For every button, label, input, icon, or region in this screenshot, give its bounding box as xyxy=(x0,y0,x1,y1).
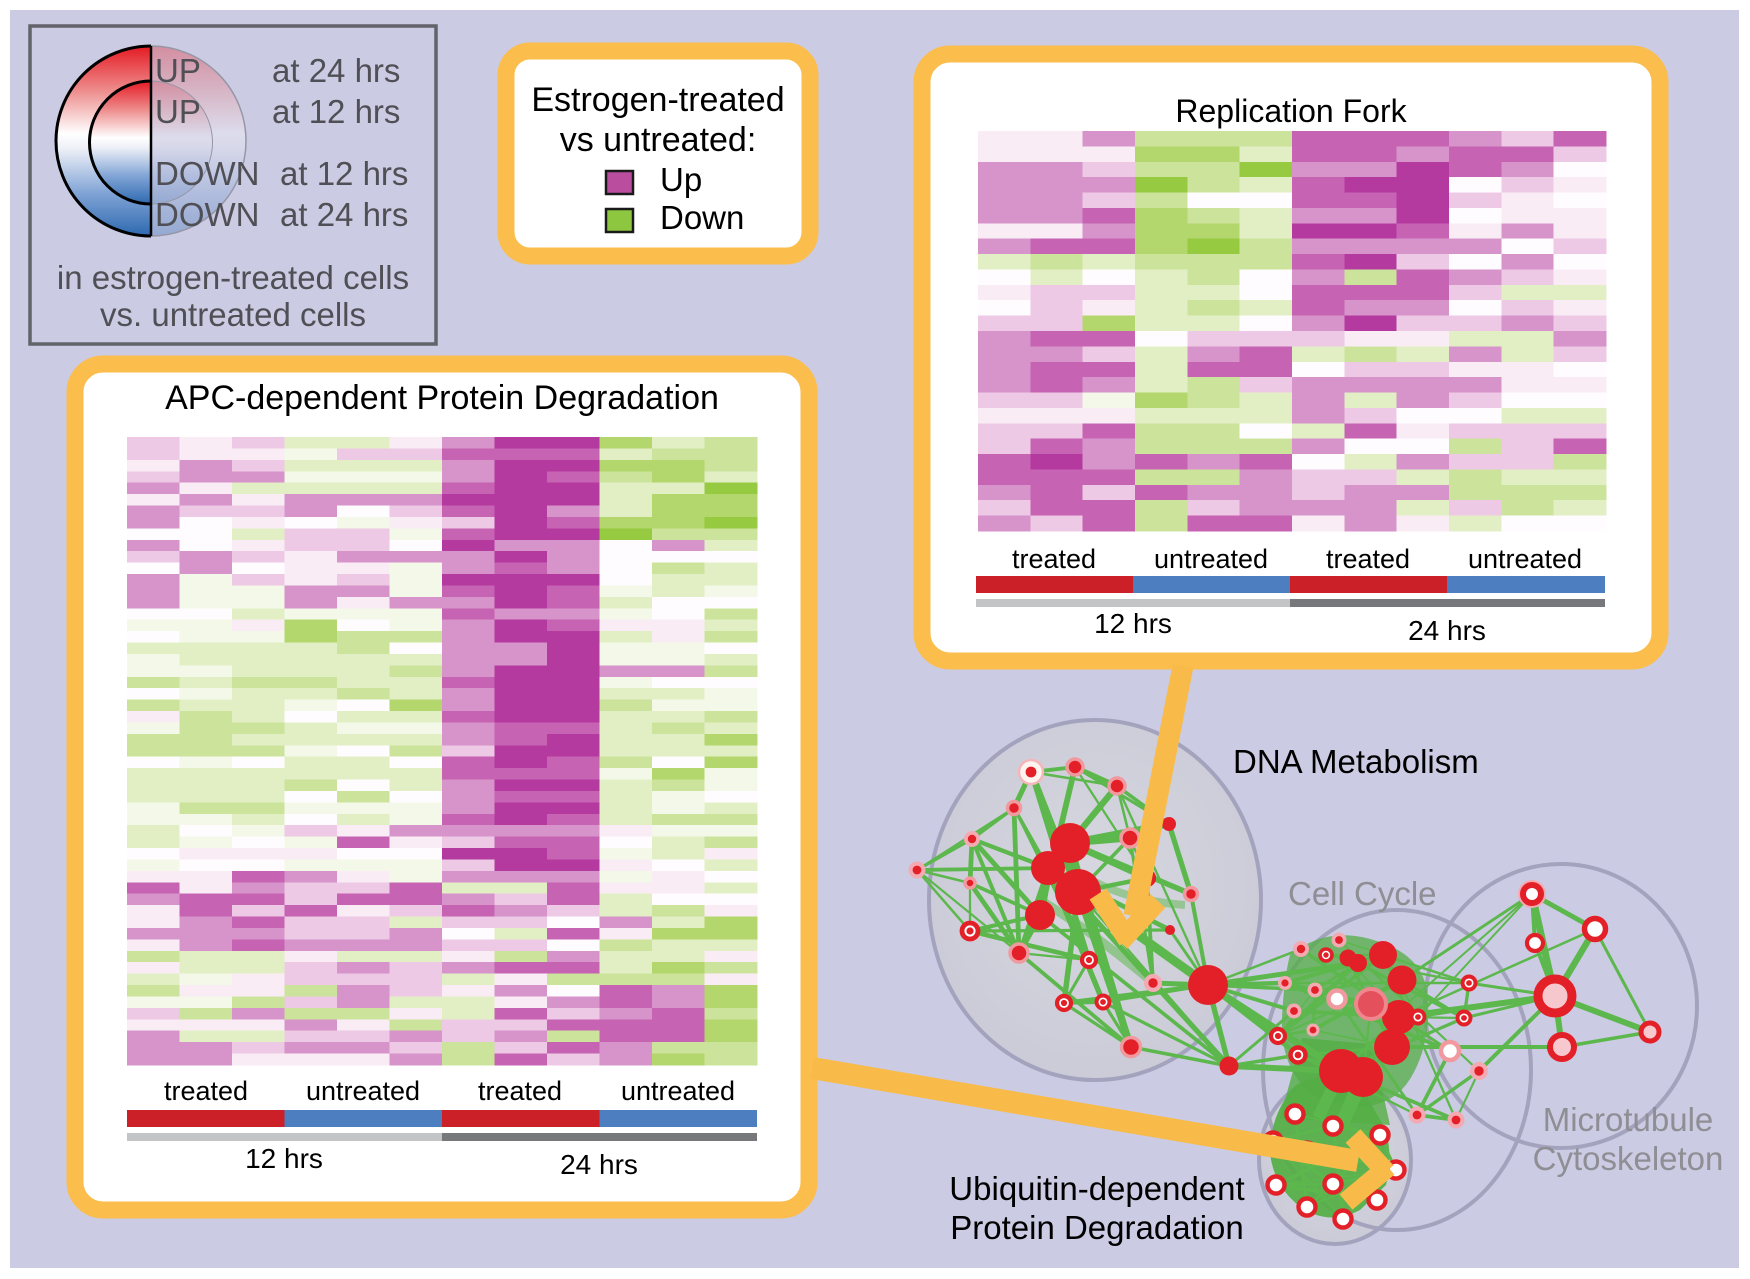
svg-text:untreated: untreated xyxy=(1154,544,1268,574)
svg-text:Replication Fork: Replication Fork xyxy=(1175,93,1407,129)
svg-text:Microtubule: Microtubule xyxy=(1543,1101,1714,1138)
svg-text:Cytoskeleton: Cytoskeleton xyxy=(1533,1140,1724,1177)
svg-text:Down: Down xyxy=(660,199,744,236)
svg-text:untreated: untreated xyxy=(621,1076,735,1106)
svg-text:24 hrs: 24 hrs xyxy=(1408,615,1486,646)
svg-text:treated: treated xyxy=(1326,544,1410,574)
svg-text:untreated: untreated xyxy=(306,1076,420,1106)
svg-text:APC-dependent Protein Degradat: APC-dependent Protein Degradation xyxy=(165,379,719,417)
svg-text:at 12 hrs: at 12 hrs xyxy=(280,155,408,192)
svg-text:Estrogen-treated: Estrogen-treated xyxy=(531,81,784,119)
svg-text:treated: treated xyxy=(1012,544,1096,574)
svg-text:vs. untreated cells: vs. untreated cells xyxy=(100,296,366,333)
svg-text:Up: Up xyxy=(660,161,702,198)
svg-text:DOWN: DOWN xyxy=(155,155,259,192)
svg-text:24 hrs: 24 hrs xyxy=(560,1149,638,1180)
svg-text:vs untreated:: vs untreated: xyxy=(560,121,757,159)
svg-text:treated: treated xyxy=(164,1076,248,1106)
svg-text:UP: UP xyxy=(155,93,201,130)
svg-text:at 12 hrs: at 12 hrs xyxy=(272,93,400,130)
svg-text:12 hrs: 12 hrs xyxy=(1094,608,1172,639)
svg-text:at 24 hrs: at 24 hrs xyxy=(272,52,400,89)
svg-text:UP: UP xyxy=(155,52,201,89)
svg-text:treated: treated xyxy=(478,1076,562,1106)
svg-text:at 24 hrs: at 24 hrs xyxy=(280,196,408,233)
svg-text:12 hrs: 12 hrs xyxy=(245,1143,323,1174)
svg-text:DOWN: DOWN xyxy=(155,196,259,233)
svg-text:in estrogen-treated cells: in estrogen-treated cells xyxy=(57,259,409,296)
svg-text:Protein Degradation: Protein Degradation xyxy=(950,1209,1244,1246)
svg-text:Ubiquitin-dependent: Ubiquitin-dependent xyxy=(949,1170,1244,1207)
svg-text:untreated: untreated xyxy=(1468,544,1582,574)
svg-text:DNA Metabolism: DNA Metabolism xyxy=(1233,743,1479,780)
svg-text:Cell Cycle: Cell Cycle xyxy=(1288,875,1437,912)
